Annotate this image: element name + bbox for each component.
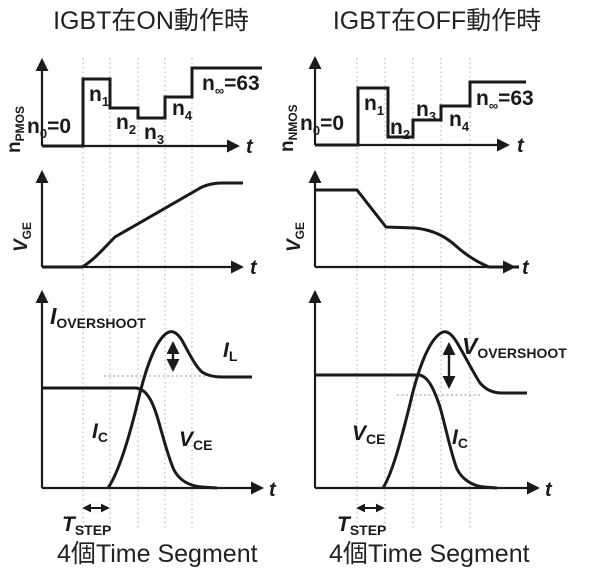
label-tstep: TSTEP (62, 513, 111, 538)
time-gridlines-on (82, 58, 193, 528)
waveform-vce-on (42, 386, 218, 490)
title-igbt-off: IGBT在OFF動作時 (333, 7, 541, 35)
t-axis-label: t (517, 135, 525, 157)
label-v-overshoot: VOVERSHOOT (462, 333, 567, 361)
panel-on-n-steps: t nPMOS n0=0 n1 n2 n3 n4 n∞=63 (4, 58, 262, 158)
caption-time-segments-off: 4個Time Segment (329, 540, 530, 568)
label-n3: n3 (416, 98, 436, 124)
panel-off-switching: t VOVERSHOOT VCE IC TSTEP 4個Time Segment (308, 290, 567, 568)
label-i-overshoot: IOVERSHOOT (50, 303, 146, 331)
label-n0: n0=0 (27, 115, 71, 141)
waveform-ic-off (315, 373, 498, 490)
label-n3: n3 (144, 121, 164, 147)
t-axis-label: t (246, 136, 254, 158)
waveform-vge-off (315, 188, 519, 269)
label-n1: n1 (89, 83, 109, 109)
label-ic: IC (92, 420, 108, 445)
label-n0: n0=0 (300, 112, 344, 138)
waveform-ic-on (106, 330, 252, 489)
t-axis-label: t (269, 479, 277, 501)
waveform-vce-off (381, 330, 527, 489)
label-n2: n2 (390, 116, 410, 142)
panel-off-vge: t VGE (284, 170, 530, 279)
t-axis-label: t (545, 479, 553, 501)
label-vce: VCE (179, 428, 212, 453)
label-n4: n4 (449, 108, 470, 134)
label-ic: IC (452, 426, 468, 451)
label-n4: n4 (172, 97, 193, 123)
label-n1: n1 (364, 92, 384, 118)
label-n2: n2 (116, 111, 136, 137)
panel-on-switching: t IOVERSHOOT IL IC VCE TSTEP 4個Time Segm… (35, 290, 277, 568)
t-axis-label: t (522, 257, 530, 279)
t-axis-label: t (250, 257, 258, 279)
y-axis-label-nnmos: nNMOS (277, 104, 300, 152)
label-il: IL (223, 339, 238, 364)
y-axis-label-vge: VGE (11, 222, 34, 252)
label-n-infinity: n∞=63 (202, 72, 260, 98)
label-tstep: TSTEP (337, 513, 386, 538)
waveform-n-staircase-off (315, 80, 526, 147)
panel-off-n-steps: t nNMOS n0=0 n1 n2 n3 n4 n∞=63 (277, 56, 534, 157)
y-axis-label-vge: VGE (284, 222, 307, 252)
time-gridlines-off (356, 58, 471, 528)
title-igbt-on: IGBT在ON動作時 (53, 7, 249, 35)
waveform-vge-on (42, 181, 243, 269)
label-n-infinity: n∞=63 (476, 87, 534, 113)
y-axis-label-npmos: nPMOS (4, 106, 27, 153)
label-vce: VCE (352, 422, 385, 447)
waveform-n-staircase-on (42, 66, 262, 148)
panel-on-vge: t VGE (11, 170, 258, 279)
caption-time-segments-on: 4個Time Segment (57, 540, 258, 568)
